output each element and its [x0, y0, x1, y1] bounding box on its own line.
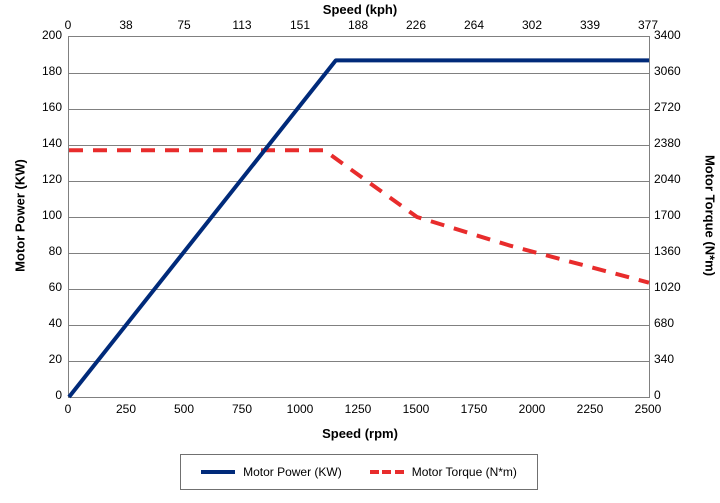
- y-left-tick-label: 80: [22, 244, 62, 258]
- legend-swatch: [201, 470, 235, 474]
- x-bottom-tick-label: 1000: [275, 402, 325, 416]
- x-bottom-tick-label: 2500: [623, 402, 673, 416]
- series-svg: [69, 37, 649, 397]
- x-bottom-tick-label: 750: [217, 402, 267, 416]
- x-bottom-tick-label: 1250: [333, 402, 383, 416]
- legend-label: Motor Torque (N*m): [412, 465, 517, 479]
- y-right-tick-label: 1700: [654, 208, 698, 222]
- y-left-tick-label: 160: [22, 100, 62, 114]
- x-bottom-tick-label: 500: [159, 402, 209, 416]
- x-top-tick-label: 188: [333, 18, 383, 32]
- legend-item: Motor Power (KW): [201, 465, 342, 479]
- y-right-axis-title: Motor Torque (N*m): [703, 126, 718, 306]
- x-top-tick-label: 151: [275, 18, 325, 32]
- legend-swatch: [370, 470, 404, 474]
- y-left-tick-label: 60: [22, 280, 62, 294]
- dual-axis-line-chart: Speed (kph) Motor Power (KW) Motor Torqu…: [0, 0, 720, 503]
- y-left-tick-label: 140: [22, 136, 62, 150]
- x-bottom-tick-label: 2000: [507, 402, 557, 416]
- y-left-tick-label: 20: [22, 352, 62, 366]
- x-top-tick-label: 75: [159, 18, 209, 32]
- y-right-tick-label: 340: [654, 352, 698, 366]
- y-right-tick-label: 2380: [654, 136, 698, 150]
- x-bottom-tick-label: 250: [101, 402, 151, 416]
- legend: Motor Power (KW) Motor Torque (N*m): [180, 454, 538, 490]
- x-top-axis-title: Speed (kph): [0, 2, 720, 17]
- x-bottom-tick-label: 2250: [565, 402, 615, 416]
- y-left-tick-label: 100: [22, 208, 62, 222]
- x-top-tick-label: 339: [565, 18, 615, 32]
- y-right-tick-label: 1360: [654, 244, 698, 258]
- y-right-tick-label: 3400: [654, 28, 698, 42]
- x-bottom-tick-label: 1500: [391, 402, 441, 416]
- x-bottom-tick-label: 1750: [449, 402, 499, 416]
- x-top-tick-label: 302: [507, 18, 557, 32]
- x-bottom-axis-title: Speed (rpm): [0, 426, 720, 441]
- legend-label: Motor Power (KW): [243, 465, 342, 479]
- x-top-tick-label: 264: [449, 18, 499, 32]
- y-left-tick-label: 0: [22, 388, 62, 402]
- y-left-tick-label: 180: [22, 64, 62, 78]
- y-right-tick-label: 2040: [654, 172, 698, 186]
- y-left-tick-label: 120: [22, 172, 62, 186]
- x-top-tick-label: 113: [217, 18, 267, 32]
- y-right-tick-label: 1020: [654, 280, 698, 294]
- legend-item: Motor Torque (N*m): [370, 465, 517, 479]
- y-right-tick-label: 2720: [654, 100, 698, 114]
- y-left-tick-label: 200: [22, 28, 62, 42]
- y-right-tick-label: 3060: [654, 64, 698, 78]
- y-right-tick-label: 680: [654, 316, 698, 330]
- plot-area: [68, 36, 650, 398]
- x-top-tick-label: 226: [391, 18, 441, 32]
- x-top-tick-label: 38: [101, 18, 151, 32]
- x-bottom-tick-label: 0: [43, 402, 93, 416]
- y-left-tick-label: 40: [22, 316, 62, 330]
- y-right-tick-label: 0: [654, 388, 698, 402]
